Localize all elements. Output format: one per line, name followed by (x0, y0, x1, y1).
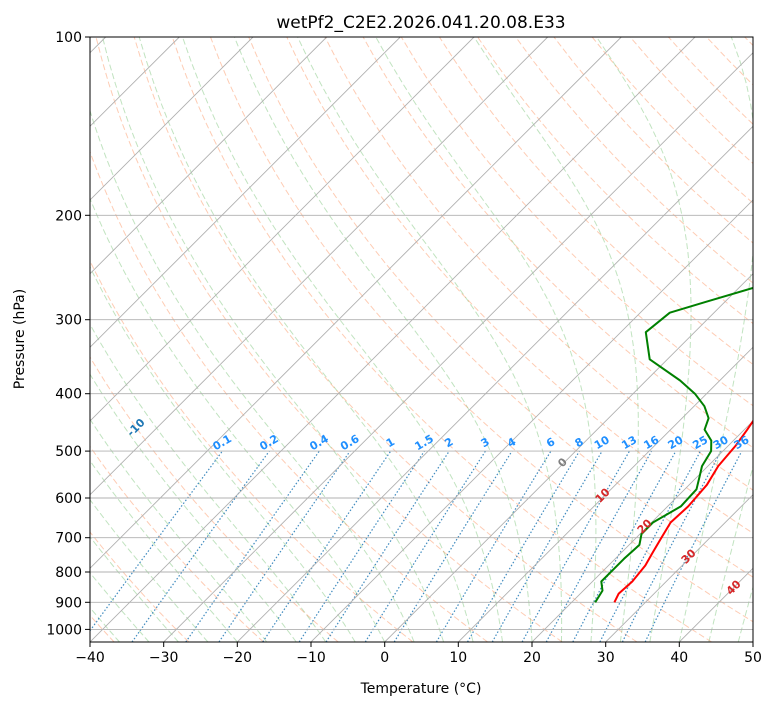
mixing-ratio-line (90, 450, 223, 632)
mixing-ratio-line (325, 450, 450, 642)
isotherm-line (90, 37, 401, 348)
mixing-ratio-line (262, 450, 392, 642)
mixing-ratio-line (599, 450, 702, 642)
mixing-ratio-line (298, 450, 425, 642)
profile-series (594, 286, 753, 603)
plot-contents: -100-90-80-70-60-50-40-30-20-10010203040… (90, 37, 753, 642)
dry-adiabat (171, 37, 712, 642)
plot-frame (89, 36, 754, 643)
mixing-ratio-line (364, 450, 486, 642)
x-tick-label: −30 (149, 650, 179, 666)
dry-adiabat (515, 37, 753, 284)
dry-adiabat (90, 445, 264, 642)
y-tick-label: 800 (55, 565, 82, 581)
y-tick-label: 400 (55, 387, 82, 403)
moist-adiabat (90, 373, 297, 642)
y-tick-label: 700 (55, 531, 82, 547)
x-tick-label: 0 (380, 650, 389, 666)
isotherm-line (90, 37, 696, 642)
y-tick-label: 500 (55, 444, 82, 460)
mixing-ratio-line (435, 450, 552, 642)
y-tick-label: 600 (55, 491, 82, 507)
moist-adiabat (90, 536, 179, 642)
mixing-ratio-line (218, 450, 351, 642)
x-tick-label: 20 (523, 650, 541, 666)
moist-adiabat (596, 37, 692, 642)
x-tick-label: 50 (744, 650, 762, 666)
y-tick-label: 200 (55, 208, 82, 224)
x-tick-label: −10 (296, 650, 326, 666)
isotherm-line (457, 346, 753, 642)
mixing-ratio-line (185, 450, 320, 642)
y-tick-label: 1000 (46, 622, 82, 638)
x-tick-label: 30 (597, 650, 615, 666)
y-axis: 100 200 300 400 500 600 700 800 900 1000 (46, 30, 90, 638)
y-tick-label: 900 (55, 595, 82, 611)
isotherm-line (605, 494, 753, 642)
moist-adiabat (90, 571, 150, 642)
dry-adiabat (133, 37, 638, 642)
moist-adiabat (90, 498, 209, 642)
isotherm-line (163, 52, 753, 642)
moist-adiabat (90, 459, 238, 642)
moist-adiabat (297, 37, 563, 642)
isotherm-line (90, 37, 254, 201)
dry-adiabat (95, 37, 563, 642)
dry-adiabat (210, 37, 753, 623)
y-tick-label: 100 (55, 30, 82, 46)
moist-adiabat (90, 197, 386, 642)
isotherm-line (531, 420, 753, 642)
mixing-ratio-line (131, 450, 270, 642)
pressure-grid (90, 37, 753, 630)
dry-adiabat (90, 531, 190, 642)
isotherm-line (90, 37, 475, 422)
mixing-ratio-line (521, 450, 631, 642)
mixing-ratio-line (393, 450, 513, 642)
mixing-ratio-line (644, 450, 743, 642)
moist-adiabat (375, 37, 597, 642)
profile-line-green (594, 286, 753, 603)
mixing-ratio-line (572, 450, 677, 642)
x-axis-label: Temperature (°C) (360, 681, 482, 697)
moist-adiabat (182, 37, 503, 642)
x-tick-label: 10 (449, 650, 467, 666)
plot-area (90, 37, 753, 642)
moist-adiabat (90, 418, 268, 642)
dry-adiabat (438, 37, 753, 366)
dry-adiabat (400, 37, 753, 407)
isotherm-line (90, 37, 328, 275)
y-tick-label: 300 (55, 313, 82, 329)
x-axis: −40 −30 −20 −10 0 10 20 30 40 50 (75, 642, 762, 666)
moist-adiabat (90, 323, 327, 642)
dry-adiabat (248, 37, 753, 578)
isotherm-line (90, 37, 549, 496)
chart-title: wetPf2_C2E2.2026.041.20.08.E33 (276, 13, 565, 33)
mixing-ratio-line (545, 450, 653, 642)
x-tick-label: −40 (75, 650, 105, 666)
isotherm-line (236, 125, 753, 642)
isotherm-line (384, 273, 753, 642)
moist-adiabat (473, 37, 639, 642)
dry-adiabat (90, 150, 488, 642)
isotherm-grid (90, 37, 753, 642)
isotherm-line (310, 199, 753, 642)
moist-adiabat (102, 37, 445, 642)
moist-adiabat (90, 265, 356, 642)
x-tick-label: 40 (670, 650, 688, 666)
moist-adiabat (90, 109, 415, 642)
x-tick-label: −20 (223, 650, 253, 666)
moist-adiabat (678, 37, 753, 642)
isotherm-line (90, 37, 622, 569)
y-axis-label: Pressure (hPa) (12, 289, 28, 389)
profile-line-red (613, 419, 753, 603)
moist-adiabat (138, 37, 474, 642)
